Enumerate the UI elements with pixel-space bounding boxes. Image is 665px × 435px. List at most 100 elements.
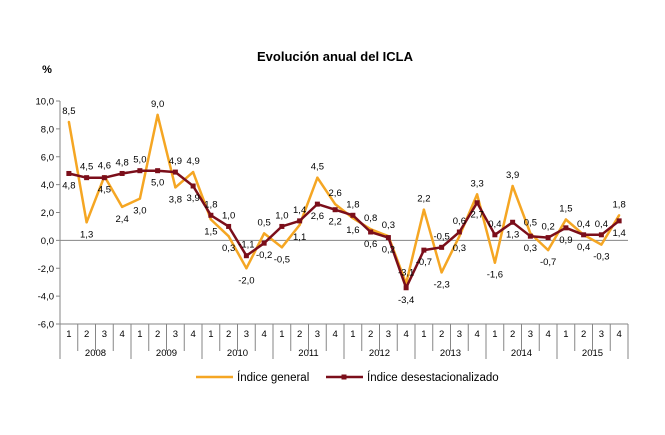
- data-point-indice-desestacionalizado: [297, 218, 303, 224]
- chart-title: Evolución anual del ICLA: [257, 49, 414, 64]
- data-label-indice-desestacionalizado: 0,6: [453, 216, 466, 227]
- x-tick-label-quarter: 4: [545, 329, 550, 340]
- data-label-indice-desestacionalizado: 1,4: [613, 228, 626, 239]
- data-point-indice-desestacionalizado: [155, 168, 161, 174]
- data-label-indice-desestacionalizado: 0,9: [559, 235, 572, 246]
- axes: -6,0 -4,0 -2,0 0,0 2,0 4,0 6,0 8,0 10,0 1 2 3 4 1 2 3 4 1…: [36, 97, 629, 359]
- data-label-indice-desestacionalizado: 0,2: [542, 222, 555, 233]
- data-label-indice-desestacionalizado: 1,3: [506, 229, 519, 240]
- data-label-indice-desestacionalizado: -1,1: [238, 240, 254, 251]
- data-label-indice-desestacionalizado: 4,5: [98, 185, 111, 196]
- data-point-indice-desestacionalizado: [190, 183, 196, 189]
- legend-label-indice-general: Índice general: [237, 371, 309, 384]
- data-label-indice-general: 1,6: [346, 225, 359, 236]
- data-point-indice-desestacionalizado: [84, 175, 90, 181]
- x-tick-label-quarter: 2: [84, 329, 89, 340]
- data-label-indice-general: 2,6: [329, 188, 342, 199]
- data-label-indice-desestacionalizado: 5,0: [133, 155, 146, 166]
- data-label-indice-desestacionalizado: 1,0: [222, 210, 235, 221]
- data-point-indice-desestacionalizado: [368, 229, 374, 235]
- y-tick-label: 8,0: [41, 124, 54, 135]
- data-label-indice-desestacionalizado: 2,2: [329, 217, 342, 228]
- data-point-indice-desestacionalizado: [119, 170, 125, 176]
- data-label-indice-general: 8,5: [62, 106, 75, 117]
- y-tick-label: -4,0: [38, 292, 54, 303]
- data-label-indice-general: -0,5: [274, 254, 290, 265]
- data-label-indice-desestacionalizado: 1,8: [346, 199, 359, 210]
- data-label-indice-desestacionalizado: -0,5: [433, 231, 449, 242]
- data-point-indice-desestacionalizado: [66, 170, 72, 176]
- x-tick-label-year: 2012: [369, 348, 390, 359]
- data-label-indice-general: 3,9: [506, 170, 519, 181]
- x-tick-label-quarter: 2: [155, 329, 160, 340]
- x-tick-label-quarter: 1: [350, 329, 355, 340]
- data-point-indice-general: [262, 232, 266, 235]
- x-tick-label-quarter: 4: [332, 329, 337, 340]
- data-point-indice-desestacionalizado: [350, 212, 356, 218]
- data-point-indice-general: [333, 202, 337, 206]
- data-label-indice-desestacionalizado: 0,4: [488, 219, 501, 230]
- data-point-indice-general: [511, 184, 514, 188]
- x-tick-label-quarter: 2: [297, 329, 302, 340]
- data-point-indice-desestacionalizado: [581, 232, 587, 238]
- data-point-indice-desestacionalizado: [456, 229, 462, 235]
- x-tick-label-quarter: 1: [137, 329, 142, 340]
- data-point-indice-general: [209, 218, 213, 221]
- data-label-indice-general: 1,8: [613, 199, 626, 210]
- data-point-indice-general: [245, 267, 248, 270]
- data-label-indice-desestacionalizado: 1,8: [204, 199, 217, 210]
- x-tick-label-quarter: 4: [474, 329, 479, 340]
- data-label-indice-general: 0,8: [364, 213, 377, 224]
- x-tick-label-year: 2013: [440, 348, 461, 359]
- data-label-indice-desestacionalizado: 4,5: [80, 162, 93, 173]
- data-label-indice-general: 3,3: [471, 178, 484, 189]
- data-point-indice-desestacionalizado: [332, 207, 338, 213]
- data-label-indice-general: 0,5: [524, 217, 537, 228]
- data-point-indice-general: [564, 218, 568, 221]
- data-label-indice-general: 1,3: [80, 229, 93, 240]
- data-label-indice-general: 1,5: [559, 203, 572, 214]
- x-tick-label-quarter: 3: [315, 329, 320, 340]
- data-point-indice-general: [120, 205, 124, 209]
- data-point-indice-desestacionalizado: [261, 240, 267, 246]
- data-point-indice-desestacionalizado: [527, 233, 533, 239]
- data-label-indice-desestacionalizado: 4,8: [62, 180, 75, 191]
- x-tick-label-quarter: 3: [599, 329, 604, 340]
- data-point-indice-desestacionalizado: [172, 169, 178, 175]
- x-tick-label-quarter: 3: [528, 329, 533, 340]
- x-tick-label-year: 2008: [85, 348, 106, 359]
- data-point-indice-general: [191, 170, 195, 174]
- data-label-indice-desestacionalizado: -0,7: [416, 257, 432, 268]
- x-tick-label-quarter: 3: [386, 329, 391, 340]
- x-tick-label-quarter: 4: [119, 329, 124, 340]
- data-point-indice-general: [280, 246, 284, 249]
- data-point-indice-general: [617, 214, 621, 217]
- data-point-indice-general: [600, 243, 603, 246]
- x-tick-label-quarter: 1: [208, 329, 213, 340]
- series-line-indice-desestacionalizado: [68, 169, 620, 290]
- data-point-indice-general: [298, 223, 301, 227]
- data-point-indice-general: [316, 176, 319, 179]
- x-tick-label-quarter: 4: [190, 329, 195, 340]
- x-tick-label-quarter: 1: [563, 329, 568, 340]
- data-label-indice-general: 0,3: [453, 243, 466, 254]
- x-tick-label-quarter: 3: [173, 329, 178, 340]
- data-point-indice-desestacionalizado: [421, 247, 427, 253]
- data-label-indice-desestacionalizado: 5,0: [151, 178, 164, 189]
- y-axis-unit-label: %: [42, 64, 52, 76]
- y-tick-label: -2,0: [38, 264, 54, 275]
- x-tick-label-quarter: 4: [616, 329, 621, 340]
- data-point-indice-desestacionalizado: [208, 212, 214, 218]
- data-point-indice-general: [440, 271, 443, 274]
- series-lines: [66, 113, 622, 291]
- data-point-indice-desestacionalizado: [545, 235, 551, 241]
- y-tick-label: -6,0: [38, 320, 54, 331]
- data-label-indice-general: 0,4: [577, 219, 590, 230]
- data-label-indice-desestacionalizado: 0,6: [364, 239, 377, 250]
- data-point-indice-general: [85, 221, 88, 224]
- data-point-indice-general: [138, 197, 142, 200]
- data-label-indice-general: -3,1: [398, 268, 414, 279]
- data-label-indice-desestacionalizado: 1,4: [293, 205, 306, 216]
- x-tick-label-quarter: 3: [244, 329, 249, 340]
- x-tick-label-quarter: 1: [421, 329, 426, 340]
